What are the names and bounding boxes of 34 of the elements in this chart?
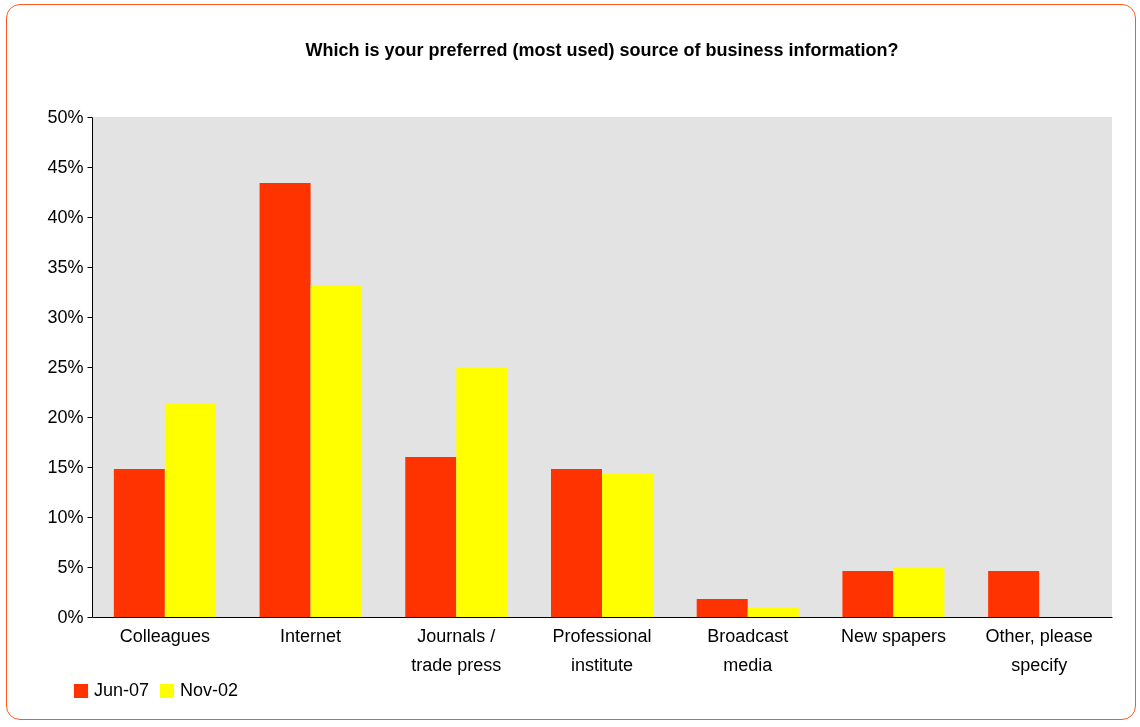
y-tick-label: 40% xyxy=(47,206,84,227)
bar xyxy=(259,183,311,617)
y-tick-label: 5% xyxy=(57,556,84,577)
x-tick-label: Broadcast media xyxy=(707,625,789,675)
y-tick-label: 0% xyxy=(57,606,84,627)
y-tick-label: 30% xyxy=(47,306,84,327)
x-tick-label: Journals / trade press xyxy=(411,625,502,675)
bar xyxy=(113,469,165,617)
bar xyxy=(602,473,653,617)
bar xyxy=(842,571,894,617)
y-tick-label: 50% xyxy=(47,106,84,127)
y-tick-label: 25% xyxy=(47,356,84,377)
y-tick-label: 20% xyxy=(47,406,84,427)
y-tick-label: 10% xyxy=(47,506,84,527)
bar xyxy=(456,368,508,617)
x-tick-label: Internet xyxy=(280,625,342,646)
bar xyxy=(310,285,362,617)
legend-label: Nov-02 xyxy=(180,680,239,700)
bar xyxy=(696,599,748,617)
bar xyxy=(893,567,945,617)
y-tick-label: 35% xyxy=(47,256,84,277)
y-tick-label: 45% xyxy=(47,156,84,177)
x-tick-label: Professional institute xyxy=(552,625,652,675)
bar xyxy=(551,469,602,617)
bar xyxy=(164,403,216,617)
y-tick-label: 15% xyxy=(47,456,84,477)
x-tick-label: New spapers xyxy=(840,625,946,646)
bar xyxy=(405,457,457,617)
x-tick-label: Other, please specify xyxy=(985,625,1093,675)
bar xyxy=(747,608,799,617)
bar xyxy=(988,571,1040,617)
legend-label: Jun-07 xyxy=(94,680,150,700)
x-tick-label: Colleagues xyxy=(119,625,210,646)
chart-title: Which is your preferred (most used) source of business information? xyxy=(305,40,899,60)
